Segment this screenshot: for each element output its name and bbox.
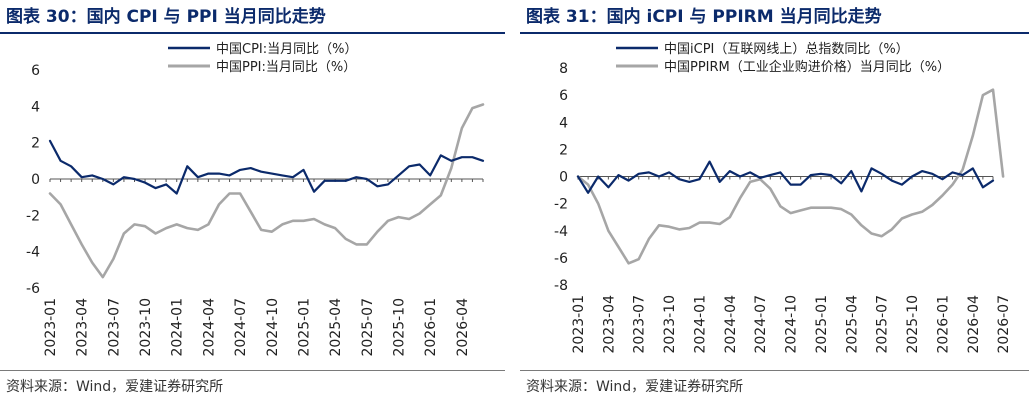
line-chart-icpi-ppirm: -8 -6 -4 -2 0 2 4 6 8 2023-01 2023-04 2023-07 2023-1… bbox=[554, 42, 1012, 354]
y-tick-label: -2 bbox=[554, 197, 568, 213]
x-tick-label: 2025-10 bbox=[905, 295, 921, 354]
y-tick-label: -4 bbox=[554, 224, 568, 240]
x-tick-label: 2025-04 bbox=[328, 298, 344, 357]
legend-label: 中国PPI:当月同比（%） bbox=[216, 60, 356, 75]
x-tick-label: 2026-07 bbox=[996, 295, 1012, 354]
x-tick-label: 2024-07 bbox=[753, 295, 769, 354]
x-tick-label: 2026-04 bbox=[455, 298, 471, 357]
y-tick-label: 8 bbox=[559, 61, 568, 77]
x-tick-label: 2024-04 bbox=[201, 298, 217, 357]
y-tick-label: -6 bbox=[554, 251, 568, 267]
x-tick-label: 2023-04 bbox=[75, 298, 91, 357]
x-tick-label: 2023-07 bbox=[632, 295, 648, 354]
x-tick-label: 2025-01 bbox=[814, 295, 830, 354]
x-tick-label: 2025-07 bbox=[360, 298, 376, 357]
x-tick-label: 2023-10 bbox=[138, 298, 154, 357]
line-chart-cpi-ppi: -6 -4 -2 0 2 4 6 2023-01 2023-04 2023-07 2023-10 20… bbox=[26, 42, 485, 357]
x-tick-label: 2026-04 bbox=[966, 295, 982, 354]
x-tick-label: 2025-04 bbox=[844, 295, 860, 354]
legend-label: 中国PPIRM（工业企业购进价格）当月同比（%） bbox=[664, 59, 950, 75]
series-line-primary bbox=[576, 160, 995, 194]
x-tick-label: 2026-01 bbox=[935, 295, 951, 354]
title-divider bbox=[520, 32, 1029, 34]
chart-title: 图表 30：国内 CPI 与 PPI 当月同比走势 bbox=[6, 7, 326, 27]
x-tick-label: 2024-01 bbox=[692, 295, 708, 354]
y-tick-label: 0 bbox=[559, 170, 568, 186]
x-tick-label: 2024-10 bbox=[265, 298, 281, 357]
y-tick-label: -8 bbox=[554, 278, 568, 294]
x-tick-label: 2024-07 bbox=[233, 298, 249, 357]
legend-label: 中国CPI:当月同比（%） bbox=[216, 42, 357, 57]
y-tick-label: 6 bbox=[31, 63, 40, 79]
x-tick-label: 2025-10 bbox=[392, 298, 408, 357]
x-tick-label: 2023-04 bbox=[601, 295, 617, 354]
x-tick-label: 2024-04 bbox=[723, 295, 739, 354]
chart-panel-icpi-ppirm: 图表 31：国内 iCPI 与 PPIRM 当月同比走势 -8 -6 -4 -2 0 2 4… bbox=[520, 0, 1029, 407]
source-divider bbox=[0, 370, 505, 371]
x-tick-label: 2026-01 bbox=[423, 298, 439, 357]
series-line-secondary bbox=[576, 88, 1005, 265]
x-tick-label: 2024-01 bbox=[170, 298, 186, 357]
y-tick-label: -6 bbox=[26, 281, 40, 297]
source-note: 资料来源：Wind，爱建证券研究所 bbox=[526, 379, 744, 395]
series-line-secondary bbox=[48, 103, 485, 279]
chart-panel-cpi-ppi: 图表 30：国内 CPI 与 PPI 当月同比走势 -6 -4 -2 0 2 4 6 2023… bbox=[0, 0, 505, 407]
y-tick-label: -2 bbox=[26, 208, 40, 224]
y-tick-label: 4 bbox=[559, 115, 568, 131]
x-tick-label: 2023-01 bbox=[571, 295, 587, 354]
y-tick-label: 2 bbox=[31, 136, 40, 152]
y-tick-label: -4 bbox=[26, 245, 40, 261]
y-tick-label: 6 bbox=[559, 88, 568, 104]
x-tick-label: 2023-01 bbox=[43, 298, 59, 357]
y-tick-label: 0 bbox=[31, 172, 40, 188]
y-tick-label: 4 bbox=[31, 99, 40, 115]
x-tick-label: 2023-10 bbox=[662, 295, 678, 354]
title-divider bbox=[0, 32, 505, 34]
y-tick-label: 2 bbox=[559, 142, 568, 158]
source-divider bbox=[520, 370, 1029, 371]
x-tick-label: 2025-01 bbox=[296, 298, 312, 357]
legend-label: 中国iCPI（互联网线上）总指数同比（%） bbox=[664, 42, 909, 57]
x-tick-label: 2023-07 bbox=[106, 298, 122, 357]
chart-title: 图表 31：国内 iCPI 与 PPIRM 当月同比走势 bbox=[526, 7, 882, 27]
x-tick-label: 2024-10 bbox=[784, 295, 800, 354]
source-note: 资料来源：Wind，爱建证券研究所 bbox=[6, 379, 224, 395]
series-line-primary bbox=[48, 139, 485, 195]
x-tick-label: 2025-07 bbox=[875, 295, 891, 354]
